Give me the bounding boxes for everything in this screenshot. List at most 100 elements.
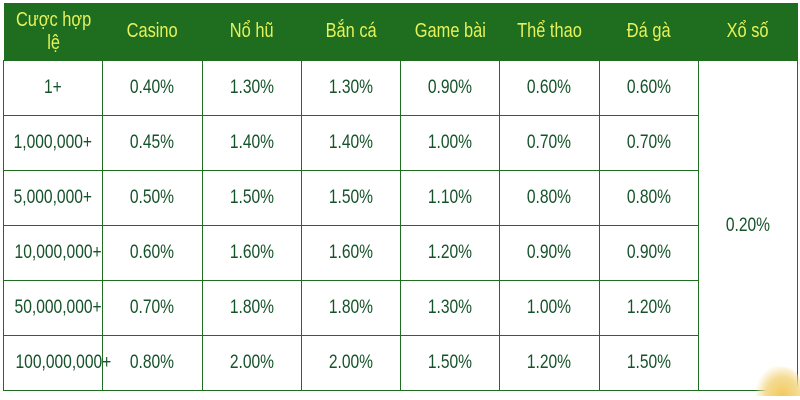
- table-cell: 2.00%: [300, 335, 402, 391]
- column-header: Bắn cá: [301, 3, 401, 61]
- column-header: Thể thao: [499, 3, 599, 61]
- table-cell: 1.20%: [399, 225, 501, 281]
- table-cell: 0.70%: [598, 115, 699, 171]
- table-cell: 0.60%: [102, 225, 203, 281]
- table-cell: 1.30%: [399, 280, 501, 336]
- cell-value: 0.80%: [527, 187, 572, 208]
- header-row: Cược hợp lệ Casino Nổ hũ Bắn cá Game bài Thể …: [3, 3, 798, 61]
- cell-value: 1.30%: [229, 77, 274, 98]
- cell-value: 2.00%: [328, 352, 373, 373]
- cell-value: 2.00%: [229, 352, 274, 373]
- cell-value: 1.00%: [527, 297, 572, 318]
- cell-value: 5,000,000+: [13, 187, 93, 208]
- cell-value: 1.20%: [527, 352, 572, 373]
- cell-value: 1.50%: [229, 187, 274, 208]
- table-cell: 0.50%: [102, 170, 203, 226]
- column-header-label: Nổ hũ: [229, 20, 274, 42]
- table-cell: 1.50%: [201, 170, 302, 226]
- table-cell: 1.80%: [300, 280, 402, 336]
- rebate-table: Cược hợp lệ Casino Nổ hũ Bắn cá Game bài Thể …: [2, 3, 799, 391]
- table-cell: 0.90%: [399, 60, 501, 116]
- table-cell: 0.40%: [102, 60, 203, 116]
- column-header: Nổ hũ: [202, 3, 302, 61]
- cell-value: 0.50%: [130, 187, 175, 208]
- cell-value: 0.60%: [626, 77, 671, 98]
- table-cell: 1.60%: [300, 225, 402, 281]
- table-cell: 0.90%: [598, 225, 699, 281]
- table-cell: 100,000,000+: [2, 335, 111, 391]
- table-cell: 1.60%: [201, 225, 302, 281]
- table-cell: 1.80%: [201, 280, 302, 336]
- table-cell: 1.20%: [598, 280, 699, 336]
- table-cell: 0.45%: [102, 115, 203, 171]
- table-row: 1+ 0.40% 1.30% 1.30% 0.90% 0.60% 0.60% 0.20%: [2, 60, 799, 391]
- cell-value: 1.50%: [626, 352, 671, 373]
- column-header-label: Bắn cá: [325, 20, 377, 42]
- cell-value: 0.20%: [725, 214, 770, 236]
- cell-value: 1.60%: [328, 242, 373, 263]
- cell-value: 1.80%: [229, 297, 274, 318]
- table-cell: 1.40%: [201, 115, 302, 171]
- table-cell: 2.00%: [201, 335, 302, 391]
- cell-value: 0.70%: [626, 132, 671, 153]
- cell-value: 0.80%: [130, 352, 175, 373]
- column-header-label: Đá gà: [626, 20, 671, 42]
- cell-value: 50,000,000+: [14, 297, 102, 318]
- table-cell: 1.10%: [399, 170, 501, 226]
- table-cell: 0.90%: [499, 225, 600, 281]
- table-cell: 5,000,000+: [2, 170, 104, 226]
- column-header: Đá gà: [599, 3, 699, 61]
- table-cell: 0.70%: [102, 280, 203, 336]
- cell-value: 1.20%: [428, 242, 473, 263]
- cell-value: 1.50%: [428, 352, 473, 373]
- table-cell: 50,000,000+: [2, 280, 104, 336]
- table-cell: 0.60%: [598, 60, 699, 116]
- column-header: Cược hợp lệ: [3, 3, 103, 61]
- table-cell: 0.80%: [499, 170, 600, 226]
- table-cell: 1.50%: [300, 170, 402, 226]
- column-header-label: Thể thao: [516, 20, 582, 42]
- cell-value: 0.80%: [626, 187, 671, 208]
- cell-value: 1.40%: [328, 132, 373, 153]
- column-header-label: Casino: [126, 20, 178, 42]
- column-header: Game bài: [400, 3, 500, 61]
- table-cell: 1.30%: [201, 60, 302, 116]
- xo-so-merged-cell: 0.20%: [697, 60, 799, 391]
- column-header-label: Cược hợp lệ: [15, 8, 91, 54]
- cell-value: 1.10%: [428, 187, 473, 208]
- cell-value: 1.30%: [428, 297, 473, 318]
- cell-value: 0.70%: [527, 132, 572, 153]
- cell-value: 0.40%: [130, 77, 175, 98]
- cell-value: 0.70%: [130, 297, 175, 318]
- cell-value: 100,000,000+: [15, 352, 112, 373]
- cell-value: 0.90%: [428, 77, 473, 98]
- cell-value: 1.80%: [328, 297, 373, 318]
- cell-value: 1.40%: [229, 132, 274, 153]
- cell-value: 1,000,000+: [13, 132, 93, 153]
- table-cell: 1+: [2, 60, 104, 116]
- table-cell: 1.00%: [499, 280, 600, 336]
- table-cell: 0.70%: [499, 115, 600, 171]
- cell-value: 1.20%: [626, 297, 671, 318]
- table-cell: 0.80%: [598, 170, 699, 226]
- table-cell: 0.60%: [499, 60, 600, 116]
- cell-value: 1.00%: [428, 132, 473, 153]
- cell-value: 10,000,000+: [14, 242, 102, 263]
- table-cell: 1.30%: [300, 60, 402, 116]
- table-cell: 1.40%: [300, 115, 402, 171]
- column-header: Casino: [102, 3, 202, 61]
- table-cell: 1.50%: [598, 335, 699, 391]
- table-row: 1,000,000+ 0.45% 1.40% 1.40% 1.00% 0.70% 0.70%: [2, 115, 798, 171]
- table-row: 100,000,000+ 0.80% 2.00% 2.00% 1.50% 1.20% 1.5…: [2, 335, 798, 391]
- cell-value: 0.60%: [130, 242, 175, 263]
- cell-value: 0.90%: [626, 242, 671, 263]
- table-cell: 0.80%: [102, 335, 203, 391]
- cell-value: 0.90%: [527, 242, 572, 263]
- column-header: Xổ số: [698, 3, 798, 61]
- cell-value: 1.30%: [328, 77, 373, 98]
- table-row: 50,000,000+ 0.70% 1.80% 1.80% 1.30% 1.00% 1.20…: [2, 280, 798, 336]
- table-cell: 1,000,000+: [2, 115, 104, 171]
- cell-value: 0.60%: [527, 77, 572, 98]
- table-row: 5,000,000+ 0.50% 1.50% 1.50% 1.10% 0.80% 0.80%: [2, 170, 798, 226]
- cell-value: 1.50%: [328, 187, 373, 208]
